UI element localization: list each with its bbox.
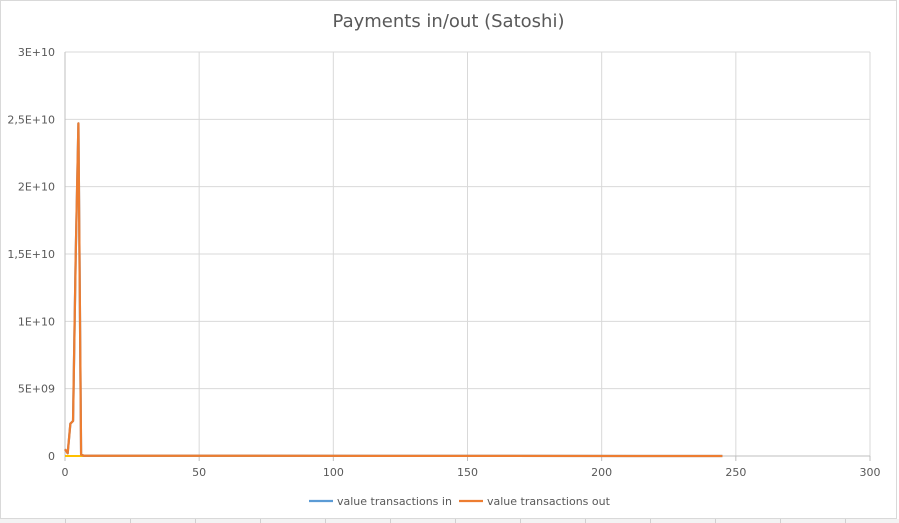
y-tick-label: 2E+10 bbox=[18, 181, 55, 194]
legend-label: value transactions out bbox=[487, 495, 611, 508]
y-tick-label: 1,5E+10 bbox=[7, 248, 55, 261]
x-tick-label: 100 bbox=[323, 466, 344, 479]
chart-title: Payments in/out (Satoshi) bbox=[332, 11, 565, 32]
sheet-bottom-strip bbox=[0, 519, 899, 523]
y-tick-label: 0 bbox=[48, 450, 55, 463]
y-tick-label: 5E+09 bbox=[18, 383, 55, 396]
grid bbox=[64, 51, 871, 461]
x-tick-labels: 0 50 100 150 200 250 300 bbox=[62, 466, 881, 479]
x-tick-label: 250 bbox=[725, 466, 746, 479]
x-tick-label: 150 bbox=[457, 466, 478, 479]
y-tick-label: 1E+10 bbox=[18, 315, 55, 328]
x-tick-label: 0 bbox=[62, 466, 69, 479]
y-tick-labels: 0 5E+09 1E+10 1,5E+10 2E+10 2,5E+10 3E+10 bbox=[7, 46, 55, 463]
x-tick-label: 200 bbox=[591, 466, 612, 479]
y-tick-label: 2,5E+10 bbox=[7, 113, 55, 126]
y-tick-label: 3E+10 bbox=[18, 46, 55, 59]
x-tick-label: 50 bbox=[192, 466, 206, 479]
legend: value transactions in value transactions … bbox=[309, 495, 611, 508]
x-tick-label: 300 bbox=[860, 466, 881, 479]
series-line-out bbox=[64, 122, 723, 458]
series-line-in bbox=[64, 122, 723, 458]
legend-label: value transactions in bbox=[337, 495, 452, 508]
series-lines bbox=[64, 122, 723, 458]
